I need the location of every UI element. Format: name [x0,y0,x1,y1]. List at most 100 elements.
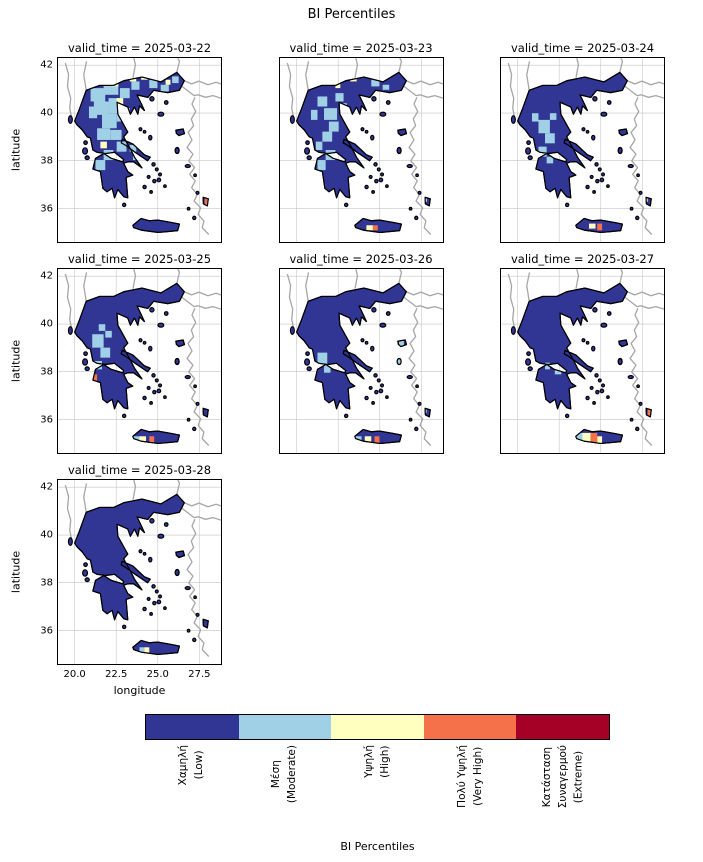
risk-cell-high [597,436,603,443]
risk-cell-moderate [334,93,344,102]
risk-cell-moderate [545,362,550,370]
risk-cell-high [144,647,150,654]
colorbar-tick-moderate: Μέση (Moderate) [238,745,331,838]
y-tick-label: 42 [40,270,53,282]
greece-map [280,58,443,242]
colorbar-tick-label-low: Χαμηλή (Low) [176,745,205,786]
risk-cell-moderate [110,129,122,140]
risk-cell-high [589,223,596,229]
risk-cell-moderate [131,81,140,90]
colorbar-tick-high: Υψηλή (High) [331,745,424,838]
y-axis-label: latitude [9,550,23,594]
colorbar-segment-low [146,715,239,739]
panel-title: valid_time = 2025-03-27 [510,252,655,266]
map-panel-2025-03-28: valid_time = 2025-03-28 42 40 38 36 latitude… [10,463,222,697]
risk-cell-moderate [398,340,404,346]
risk-cell-moderate [549,113,557,120]
risk-cell-high [116,98,124,105]
risk-cell-moderate [316,160,326,171]
risk-cell-moderate [316,96,327,107]
panel-title: valid_time = 2025-03-24 [510,41,655,55]
x-tick-label: 22.5 [105,669,128,680]
risk-cell-moderate [531,113,539,122]
risk-cell-moderate [97,128,111,140]
risk-cell-moderate [370,79,379,87]
x-axis-label: longitude [113,684,166,697]
y-tick-label: 36 [40,203,53,215]
colorbar-tick-labels: Χαμηλή (Low) Μέση (Moderate) Υψηλή (High) Π… [145,745,610,838]
y-tick-label: 42 [40,59,53,71]
map-panel-2025-03-26: valid_time = 2025-03-26 [278,252,444,454]
y-tick-label: 40 [40,318,53,330]
colorbar-segment-very-high [423,715,517,739]
risk-cell-very-high [92,374,98,382]
risk-cell-high [139,436,147,442]
risk-cell-moderate [546,156,554,164]
risk-cell-moderate [315,141,322,150]
risk-cell-moderate [95,160,106,171]
risk-cell-moderate [149,79,158,89]
colorbar-tick-label-high: Υψηλή (High) [362,745,391,778]
risk-cell-moderate [100,347,111,358]
risk-cell-moderate [93,101,109,115]
x-tick-label: 20.0 [63,669,86,680]
risk-cell-moderate [102,113,117,129]
colorbar-tick-low: Χαμηλή (Low) [145,745,238,838]
risk-cell-very-high [204,198,209,206]
colorbar-tick-label-very-high: Πολύ Υψηλή (Very High) [455,745,484,808]
x-tick-label: 25.0 [146,669,169,680]
risk-cell-high [582,432,591,443]
risk-cell-high [364,436,371,443]
y-tick-label: 40 [40,529,53,541]
risk-cell-very-high [597,223,603,231]
risk-cell-moderate [92,334,104,348]
risk-cell-moderate [88,106,98,119]
risk-cell-moderate [545,133,555,144]
risk-cell-very-high [123,76,129,80]
risk-cell-very-high [157,74,164,80]
greece-map [58,269,221,453]
x-tick-label: 27.5 [188,669,211,680]
greece-map [58,480,221,664]
risk-cell-very-high [590,432,598,443]
risk-cell-moderate [116,141,127,152]
risk-cell-high [165,79,171,85]
risk-cell-moderate [538,119,550,134]
risk-cell-moderate [328,121,339,132]
y-axis-label: latitude [9,128,23,172]
y-tick-label: 36 [40,625,53,637]
risk-cell-moderate [129,144,137,152]
risk-cell-high [334,83,340,89]
panel-title: valid_time = 2025-03-22 [67,41,212,55]
risk-cell-moderate [316,352,327,365]
risk-cell-moderate [382,84,389,90]
map-panel-2025-03-23: valid_time = 2025-03-23 [278,41,444,243]
colorbar-tick-extreme: Κατάσταση Συναγερμού (Extreme) [517,745,610,838]
risk-cell-moderate [310,109,317,120]
greece-map [280,269,443,453]
risk-cell-moderate [321,131,332,142]
risk-cell-high [150,74,158,79]
colorbar-axis-label: BI Percentiles [340,840,415,853]
y-tick-label: 36 [40,414,53,426]
panel-title: valid_time = 2025-03-25 [67,252,212,266]
map-panel-2025-03-27: valid_time = 2025-03-27 [500,252,665,454]
risk-cell-moderate [396,359,401,365]
risk-cell-very-high [149,436,155,443]
risk-cell-moderate [139,647,145,654]
y-tick-label: 38 [40,155,53,167]
risk-cell-very-high [647,409,652,417]
colorbar-tick-very-high: Πολύ Υψηλή (Very High) [424,745,517,838]
greece-map [501,269,664,453]
map-panel-2025-03-22: valid_time = 2025-03-22 42 40 38 36 latitude [10,41,222,243]
risk-cell-moderate [90,88,106,102]
risk-cell-moderate [538,146,547,157]
risk-cell-moderate [119,88,130,99]
risk-cell-very-high [106,78,112,84]
greece-map [58,58,221,242]
panel-title: valid_time = 2025-03-28 [67,463,212,477]
colorbar [145,714,610,740]
risk-cell-moderate [323,108,337,120]
risk-cell-moderate [132,436,140,442]
